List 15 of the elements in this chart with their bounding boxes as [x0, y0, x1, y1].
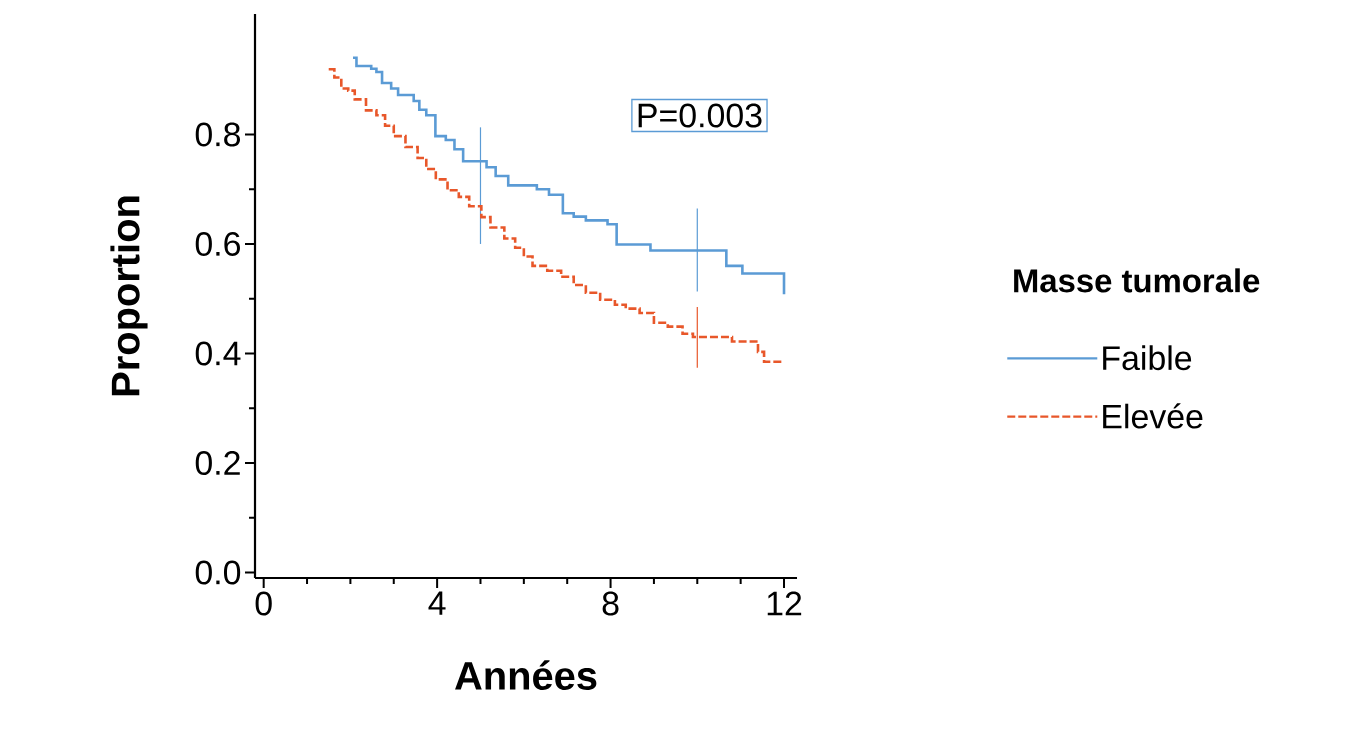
x-axis-title: Années: [455, 660, 597, 690]
x-tick-label: 8: [602, 591, 619, 616]
x-tick-label: 4: [428, 591, 446, 615]
annotation: P=0.003: [638, 103, 762, 128]
x-tick-label: 12: [767, 591, 802, 616]
y-tick-label: 0.0: [195, 560, 241, 585]
y-tick-label: 0.8: [195, 122, 241, 147]
y-tick-label: 0.6: [195, 231, 240, 256]
y-tick-label: 0.4: [195, 341, 241, 366]
y-axis-title: Proportion: [110, 196, 148, 396]
legend-label: Elevée: [1103, 403, 1203, 429]
y-tick-label: 0.2: [195, 451, 240, 475]
legend-title: Masse tumorale: [1014, 268, 1260, 293]
x-tick-label: 0: [255, 591, 272, 616]
legend-label: Faible: [1103, 345, 1192, 371]
